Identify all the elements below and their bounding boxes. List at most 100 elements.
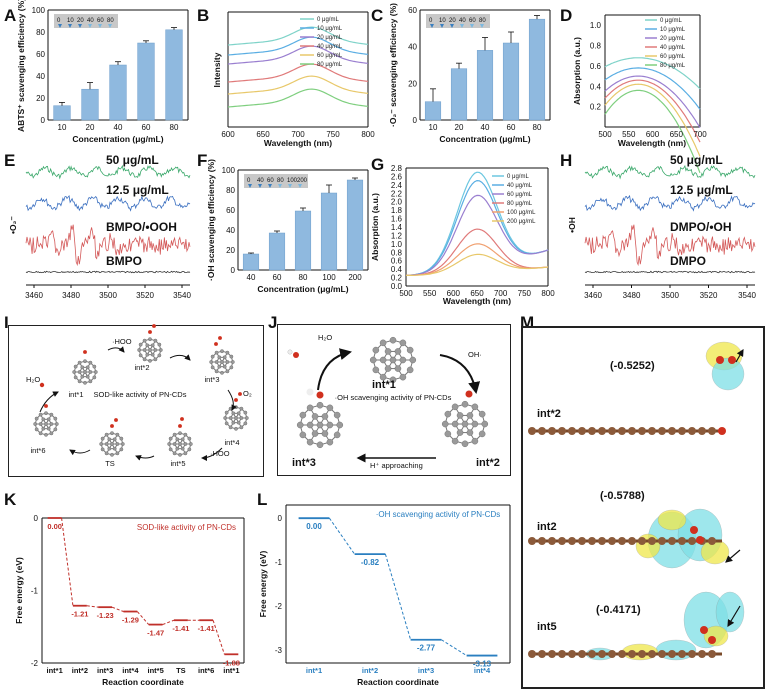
vial-icon <box>430 24 434 28</box>
chart-title: SOD-like activity of PN-CDs <box>137 523 236 532</box>
y-tick-label: 0.6 <box>590 62 602 71</box>
carbon-atom <box>153 338 158 343</box>
water-molecule <box>39 382 45 388</box>
y-tick-label: 80 <box>226 186 235 195</box>
epr-trace-label: DMPO <box>670 254 706 268</box>
i-label-int2: int*2 <box>134 363 149 372</box>
carbon-atom <box>698 650 706 658</box>
spectrum-line <box>405 228 549 276</box>
carbon-atom <box>548 537 556 545</box>
legend-label: 40 μg/mL <box>317 44 343 50</box>
carbon-atom <box>54 422 59 426</box>
x-tick-label: 3520 <box>700 291 718 300</box>
x-tick-label: 60 <box>273 273 282 282</box>
carbon-atom <box>224 421 229 426</box>
carbon-atom <box>209 360 214 364</box>
y-tick-label: 0.6 <box>391 257 403 266</box>
carbon-atom <box>115 432 120 437</box>
carbon-atom <box>628 427 636 435</box>
carbon-atom <box>678 537 686 545</box>
inset-label: 20 <box>77 18 84 24</box>
carbon-atom <box>456 412 464 419</box>
panel-letter-h: H <box>560 151 573 170</box>
y-tick-label: 2.0 <box>391 198 403 207</box>
carbon-atom <box>115 442 120 446</box>
carbon-atom <box>678 650 686 658</box>
carbon-atom <box>668 427 676 435</box>
carbon-atom <box>112 446 117 451</box>
epr-trace <box>25 164 191 180</box>
spectrum-line <box>604 89 701 174</box>
x-tick-label: 800 <box>361 130 375 139</box>
x-tick-label: int*1 <box>306 666 322 675</box>
x-tick-label: 20 <box>455 123 464 132</box>
j-arrow-h: H⁺ approaching <box>370 461 423 470</box>
carbon-atom <box>46 426 51 431</box>
x-tick-label: 3500 <box>661 291 679 300</box>
carbon-atom <box>558 537 566 545</box>
i-label-ts: TS <box>105 459 115 468</box>
y-tick-label: 80 <box>36 28 45 37</box>
x-tick-label: TS <box>176 666 186 675</box>
carbon-atom <box>100 436 105 441</box>
epr-trace-label: 12.5 μg/mL <box>670 183 733 197</box>
carbon-atom <box>456 429 464 436</box>
carbon-atom <box>168 436 173 441</box>
y-tick-label: 20 <box>36 94 45 103</box>
x-axis-label: Reaction coordinate <box>102 677 184 687</box>
carbon-atom <box>172 442 177 446</box>
carbon-atom <box>648 427 656 435</box>
y-tick-label: -2 <box>275 602 283 611</box>
panel-letter-f: F <box>197 151 208 170</box>
spectrum-line <box>227 45 369 65</box>
x-tick-label: int*5 <box>147 666 163 675</box>
x-tick-label: 80 <box>299 273 308 282</box>
spectrum-line <box>604 57 701 90</box>
spectra-chart-d: 500 550 600 650 700 0.2 0.4 0.6 0.8 1.0 0 μg/mL 10 … <box>572 14 707 174</box>
carbon-atom <box>311 430 319 437</box>
carbon-atom <box>168 447 173 452</box>
i-arrow-hoo2: ·HOO <box>210 449 230 458</box>
energy-connector <box>212 620 225 655</box>
oxygen-atom <box>708 636 716 644</box>
oh-cycle-box <box>277 324 511 476</box>
carbon-atom <box>306 421 314 429</box>
vial-icon <box>98 24 102 28</box>
m-charge-3: (-0.4171) <box>596 604 641 616</box>
spectrum-line <box>604 67 701 110</box>
y-tick-label: 100 <box>32 6 46 15</box>
x-tick-label: 3540 <box>738 291 756 300</box>
inset-label: 0 <box>429 18 433 24</box>
x-tick-label: 3540 <box>173 291 191 300</box>
carbon-atom <box>72 370 77 374</box>
energy-connector <box>86 605 99 608</box>
carbon-atom <box>638 650 646 658</box>
carbon-atom <box>148 348 152 352</box>
panel-letter-i: I <box>4 313 9 332</box>
y-tick-label: 0 <box>278 514 283 523</box>
x-tick-label: 10 <box>429 123 438 132</box>
carbon-atom <box>444 410 452 418</box>
x-tick-label: 3480 <box>623 291 641 300</box>
y-tick-label: 60 <box>226 206 235 215</box>
carbon-atom <box>119 436 124 441</box>
carbon-atom <box>220 349 224 354</box>
carbon-atom <box>608 650 616 658</box>
carbon-atom <box>88 379 93 384</box>
carbon-atom <box>236 411 241 416</box>
carbon-atom <box>110 431 114 436</box>
carbon-atom <box>175 437 180 442</box>
inset-label: 10 <box>67 18 74 24</box>
carbon-atom <box>708 427 716 435</box>
energy-value-label: 0.00 <box>306 522 322 531</box>
carbon-atom <box>142 338 147 343</box>
g-ylabel: Absorption (a.u.) <box>370 193 380 261</box>
carbon-atom <box>188 442 193 446</box>
x-tick-label: 3480 <box>62 291 80 300</box>
spectrum-line <box>405 179 549 276</box>
carbon-atom <box>73 364 78 369</box>
carbon-atom <box>239 425 244 430</box>
